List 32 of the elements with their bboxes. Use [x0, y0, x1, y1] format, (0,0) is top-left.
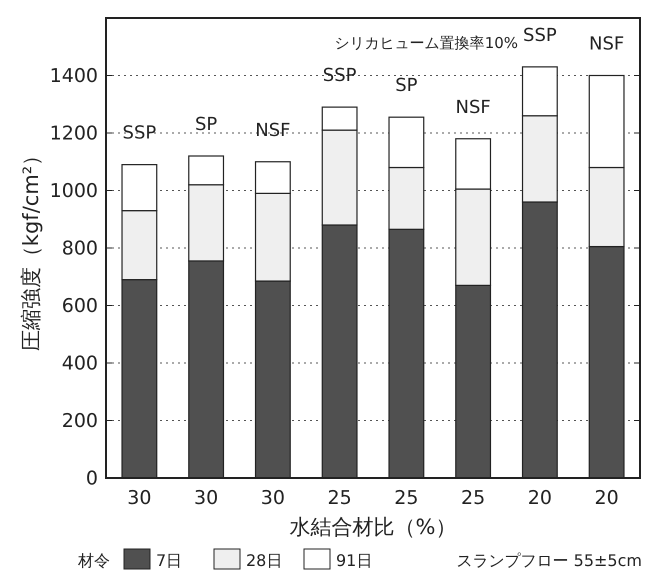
legend-label: 91日: [336, 551, 372, 570]
y-tick-label: 400: [62, 352, 98, 375]
legend-title: 材令: [77, 551, 110, 570]
y-tick-label: 200: [62, 410, 98, 432]
y-tick-label: 600: [62, 295, 98, 318]
annotation: SSP: [122, 122, 156, 144]
x-tick-label: 20: [594, 487, 619, 509]
annotation: SSP: [322, 65, 357, 86]
x-tick-label: 25: [461, 487, 486, 509]
y-axis-title: 圧縮強度（kgf/cm²）: [19, 144, 43, 352]
annotation: シリカヒューム置換率10%: [334, 34, 518, 52]
annotation: SP: [194, 114, 218, 135]
x-tick-label: 25: [328, 487, 352, 509]
y-tick-label: 1200: [50, 122, 98, 145]
legend-label: 7日: [156, 551, 182, 570]
x-tick-label: 20: [528, 487, 552, 509]
x-tick-label: 30: [194, 487, 218, 509]
annotation: NSF: [456, 96, 491, 118]
y-tick-label: 1000: [50, 180, 98, 202]
x-axis-title: 水結合材比（%）: [290, 515, 456, 539]
annotation: NSF: [255, 120, 290, 141]
x-tick-label: 25: [394, 487, 418, 509]
annotation: SP: [395, 75, 418, 96]
y-tick-label: 0: [86, 468, 98, 490]
y-tick-label: 800: [62, 238, 98, 260]
annotation: SSP: [523, 24, 557, 46]
x-tick-label: 30: [127, 487, 152, 509]
x-tick-label: 30: [260, 487, 285, 509]
legend-label: 28日: [246, 551, 282, 570]
annotation: NSF: [589, 34, 624, 54]
text: スランプフロー 55±5cm: [456, 551, 642, 570]
y-tick-label: 1400: [50, 65, 98, 88]
